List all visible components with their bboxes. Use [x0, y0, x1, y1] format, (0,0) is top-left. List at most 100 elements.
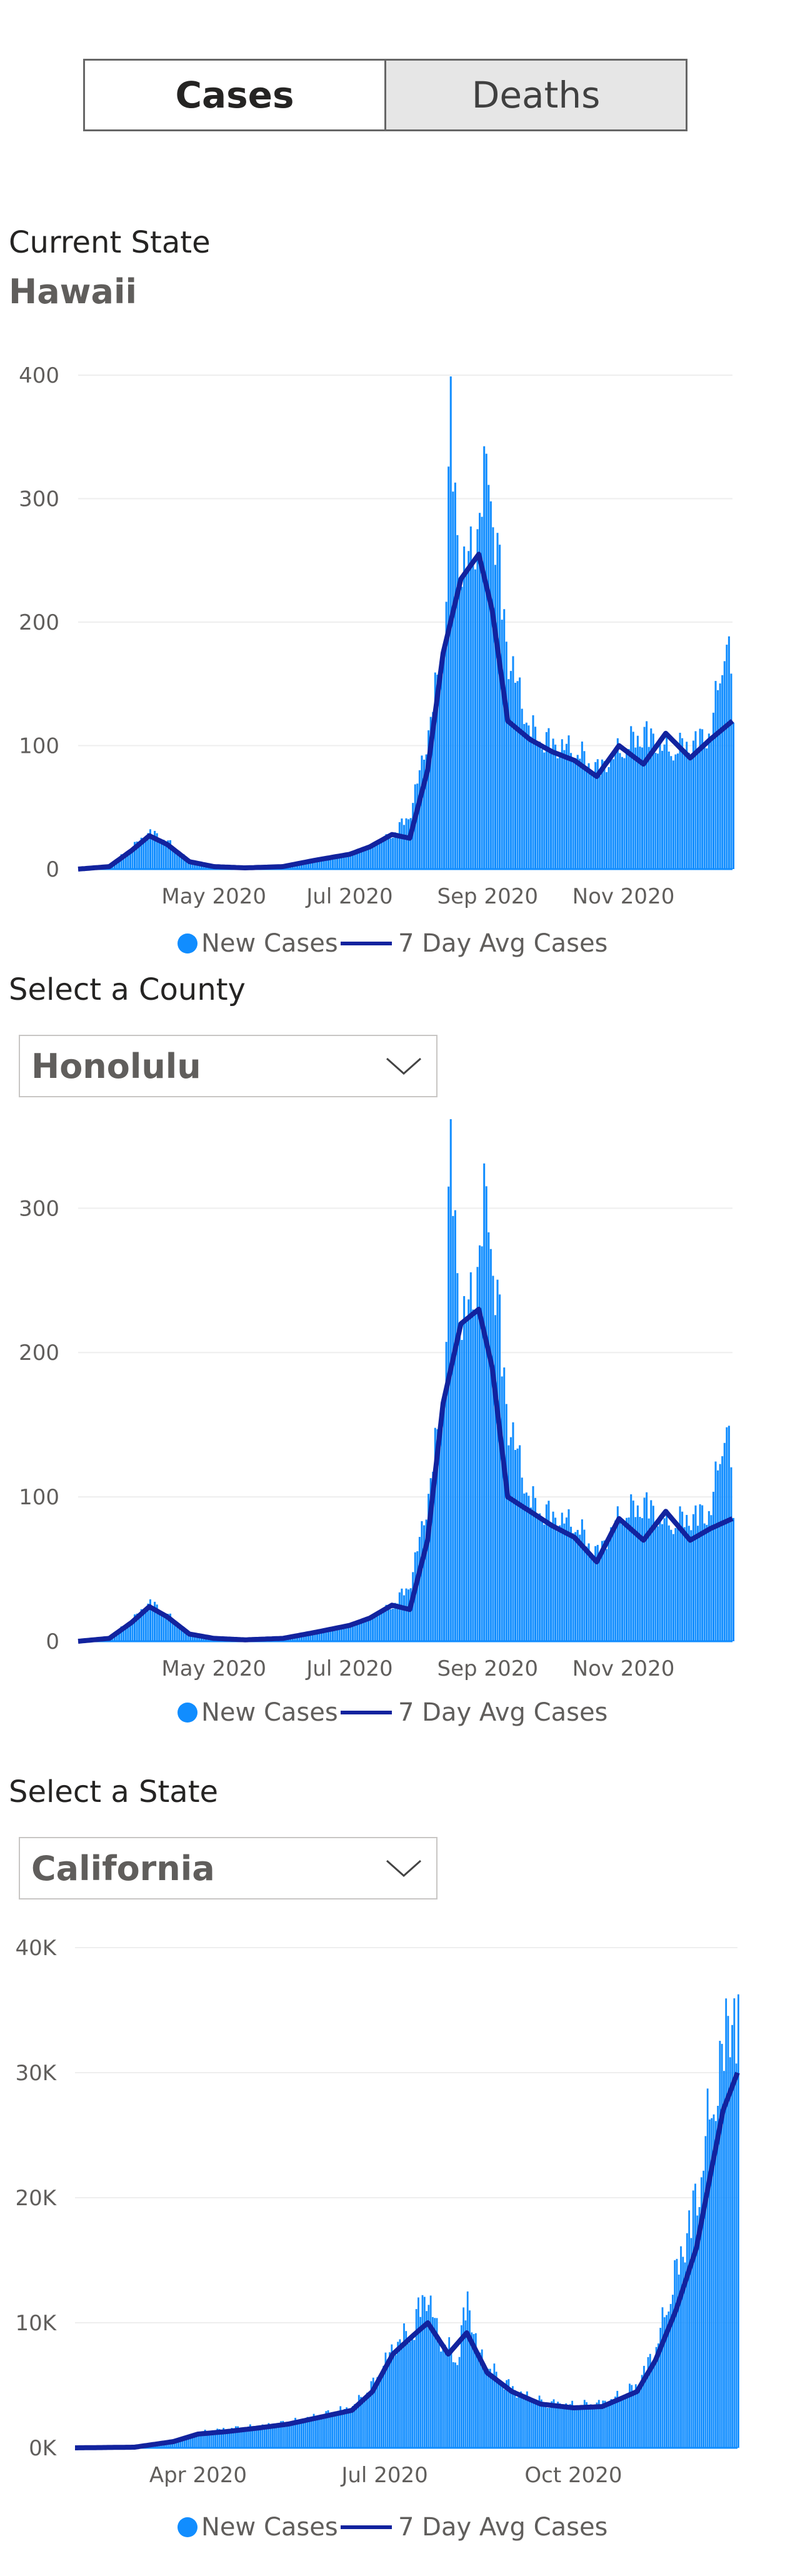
new-cases-bar [603, 761, 606, 869]
new-cases-bar [329, 2416, 331, 2448]
new-cases-bar [460, 2325, 462, 2448]
new-cases-bar [612, 2400, 614, 2448]
new-cases-bar [557, 2402, 559, 2448]
new-cases-bar [604, 2400, 606, 2448]
new-cases-bar [703, 1523, 706, 1641]
new-cases-bar [382, 1611, 385, 1641]
new-cases-bar [184, 857, 187, 869]
new-cases-bar [147, 1603, 149, 1641]
new-cases-bar [194, 2435, 196, 2448]
new-cases-bar [512, 1422, 514, 1641]
new-cases-bar [700, 2177, 702, 2448]
x-tick-label: Jul 2020 [305, 1656, 392, 1681]
new-cases-bar [448, 2337, 451, 2448]
tab-cases[interactable]: Cases [83, 59, 386, 131]
new-cases-bar [327, 1631, 329, 1641]
new-cases-bar [374, 846, 376, 869]
new-cases-bar [601, 759, 603, 869]
new-cases-bar [683, 1527, 686, 1641]
county-cases-chart: 0 100 200 300 May 2020 Jul 2020 Sep 2020 Nov 20… [19, 1119, 735, 1727]
new-cases-bar [717, 690, 719, 869]
new-cases-bar [728, 1426, 730, 1641]
county-dropdown[interactable]: Honolulu [19, 1035, 438, 1097]
new-cases-bar [508, 2379, 510, 2448]
new-cases-bar [394, 1602, 396, 1641]
new-cases-bar [684, 2262, 686, 2448]
new-cases-bar [483, 446, 486, 869]
new-cases-bar [576, 1529, 579, 1641]
new-cases-bar [676, 753, 679, 869]
new-cases-bar [619, 1519, 621, 1641]
new-cases-bar [346, 2407, 348, 2448]
new-cases-bar [538, 2395, 541, 2448]
new-cases-bar [714, 1461, 717, 1641]
chevron-down-icon [386, 1859, 421, 1878]
new-cases-bar [388, 1606, 390, 1641]
new-cases-bar [311, 2418, 313, 2448]
new-cases-bar [191, 862, 194, 869]
new-cases-bar [712, 2114, 715, 2448]
new-cases-bar [465, 1322, 468, 1641]
new-cases-bar [710, 1515, 712, 1641]
new-cases-bar [629, 2383, 631, 2448]
new-cases-bar [369, 1618, 372, 1641]
new-cases-bar [636, 735, 639, 869]
new-cases-bars [80, 1119, 735, 1641]
new-cases-bar [683, 753, 686, 869]
new-cases-bar [221, 2430, 222, 2448]
new-cases-bar [552, 2399, 555, 2448]
new-cases-bar [567, 2406, 569, 2448]
new-cases-bar [418, 1537, 421, 1641]
new-cases-bar [421, 1521, 423, 1641]
new-cases-bar [690, 1530, 692, 1641]
new-cases-bar [590, 1555, 592, 1641]
new-cases-bar [508, 1445, 510, 1641]
new-cases-bar [561, 1512, 563, 1641]
new-cases-bar [532, 1486, 534, 1641]
new-cases-bar [561, 739, 563, 869]
new-cases-bar [721, 675, 724, 869]
new-cases-bar [663, 2317, 666, 2448]
new-cases-bar [634, 747, 637, 869]
new-cases-bar [354, 2403, 356, 2448]
new-cases-bar [464, 2320, 467, 2448]
new-cases-bar [318, 1631, 321, 1641]
new-cases-bar [541, 749, 543, 869]
new-cases-bar [524, 2394, 526, 2448]
new-cases-bar [338, 855, 341, 869]
new-cases-bar [448, 466, 450, 869]
new-cases-bars [77, 1994, 739, 2448]
tab-deaths[interactable]: Deaths [386, 59, 688, 131]
new-cases-bar [559, 2403, 561, 2448]
new-cases-bar [382, 2365, 385, 2448]
new-cases-bar [714, 681, 717, 869]
new-cases-bar [563, 1523, 566, 1641]
new-cases-bar [162, 840, 165, 869]
new-cases-bar [388, 835, 390, 869]
new-cases-bar [122, 854, 125, 869]
new-cases-bar [463, 546, 466, 869]
new-cases-bar [563, 750, 566, 869]
new-cases-bar [594, 762, 597, 869]
new-cases-bar [432, 1471, 434, 1641]
y-tick-label: 200 [19, 610, 59, 635]
new-cases-bar [598, 2400, 600, 2448]
new-cases-bars [80, 376, 735, 869]
new-cases-bar [528, 725, 530, 869]
new-cases-bar [631, 2385, 633, 2448]
new-cases-bar [272, 2427, 274, 2448]
new-cases-bar [620, 2398, 622, 2448]
new-cases-bar [521, 708, 523, 869]
new-cases-bar [481, 1246, 483, 1641]
new-cases-bar [418, 2297, 419, 2448]
new-cases-bar [376, 845, 379, 869]
new-cases-bar [409, 1588, 412, 1641]
new-cases-bar [536, 745, 539, 869]
state-dropdown[interactable]: California [19, 1837, 438, 1899]
new-cases-bar [301, 862, 303, 869]
new-cases-bar [454, 482, 456, 869]
new-cases-bar [545, 1504, 548, 1641]
new-cases-bar [386, 2359, 389, 2448]
new-cases-bar [485, 2371, 488, 2448]
new-cases-bar [588, 2407, 590, 2448]
